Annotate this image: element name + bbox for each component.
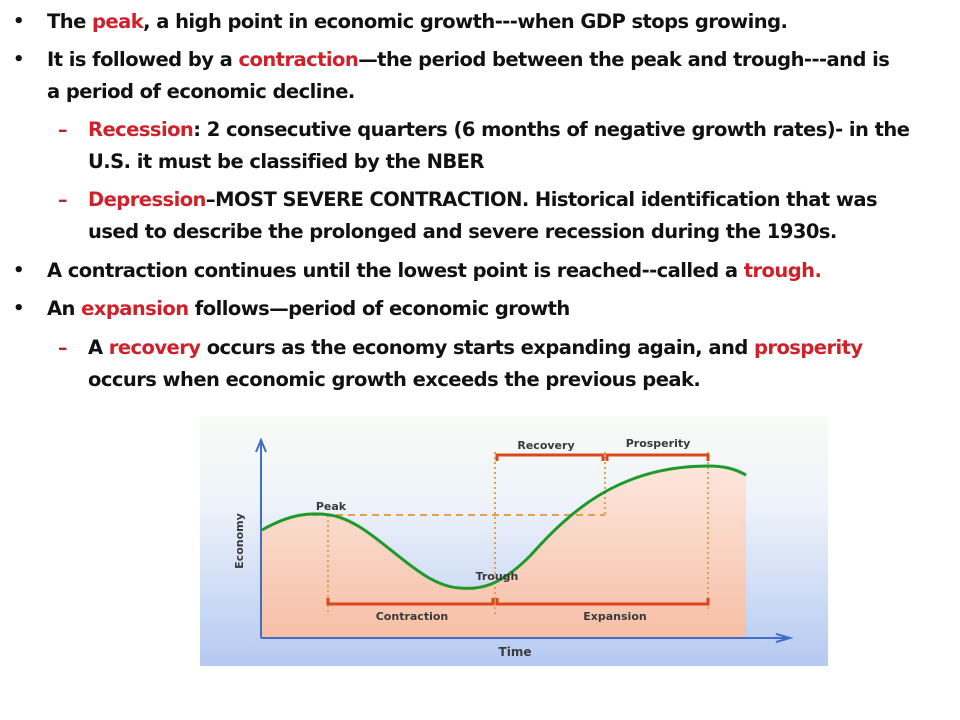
bullet-recession-line-2: U.S. it must be classified by the NBER <box>88 150 484 174</box>
highlighted-term: expansion <box>81 297 189 320</box>
area-under-curve <box>262 466 746 638</box>
text-segment: follows—period of economic growth <box>188 297 570 320</box>
dash-marker: – <box>58 119 68 141</box>
axes <box>255 437 794 643</box>
text-segment: U.S. it must be classified by the NBER <box>88 150 484 173</box>
text-segment: An <box>47 297 82 320</box>
bullet-depression-line-1: Depression–MOST SEVERE CONTRACTION. Hist… <box>88 188 878 212</box>
trough-label: Trough <box>476 570 519 583</box>
expansion-label: Expansion <box>583 610 646 623</box>
text-segment: occurs as the economy starts expanding a… <box>200 336 754 359</box>
bullet-marker: • <box>13 49 25 70</box>
bullet-recovery-line-1: A recovery occurs as the economy starts … <box>88 336 863 360</box>
bullet-contraction-line-2: a period of economic decline. <box>47 80 355 104</box>
text-segment: —the period between the peak and trough-… <box>358 48 890 71</box>
bullet-recession-line-1: Recession: 2 consecutive quarters (6 mon… <box>88 118 910 142</box>
recovery-label: Recovery <box>517 439 574 452</box>
text-segment: , a high point in economic growth---when… <box>143 10 788 33</box>
peak-label: Peak <box>316 500 347 513</box>
economy-curve <box>261 464 747 590</box>
text-segment: a period of economic decline. <box>47 80 355 103</box>
highlighted-term: recovery <box>108 336 201 359</box>
text-segment: A contraction continues until the lowest… <box>47 259 744 282</box>
text-segment: It is followed by a <box>47 48 239 71</box>
bullet-marker: • <box>13 298 25 319</box>
text-segment: used to describe the prolonged and sever… <box>88 220 837 243</box>
bullet-expansion-line-1: An expansion follows—period of economic … <box>47 297 570 321</box>
bullet-recovery-line-2: occurs when economic growth exceeds the … <box>88 368 701 392</box>
business-cycle-diagram: Peak Trough Contraction Expansion Recove… <box>200 416 828 666</box>
highlighted-term: peak <box>92 10 144 33</box>
contraction-label: Contraction <box>376 610 449 623</box>
highlighted-term: trough. <box>743 259 822 282</box>
text-segment: The <box>47 10 92 33</box>
bullet-contraction-line-1: It is followed by a contraction—the peri… <box>47 48 890 72</box>
y-axis-label: Economy <box>233 513 246 569</box>
guide-lines <box>300 452 709 616</box>
text-segment: A <box>88 336 109 359</box>
text-segment: occurs when economic growth exceeds the … <box>88 368 701 391</box>
text-segment: –MOST SEVERE CONTRACTION. Historical ide… <box>205 188 878 211</box>
x-axis-label: Time <box>499 645 532 659</box>
bullet-peak-line-1: The peak, a high point in economic growt… <box>47 10 788 34</box>
highlighted-term: Depression <box>88 188 206 211</box>
dash-marker: – <box>58 337 68 359</box>
highlighted-term: Recession <box>88 118 194 141</box>
bullet-trough-line-1: A contraction continues until the lowest… <box>47 259 822 283</box>
text-segment: : 2 consecutive quarters (6 months of ne… <box>193 118 910 141</box>
phase-brackets <box>326 453 710 606</box>
bullet-depression-line-2: used to describe the prolonged and sever… <box>88 220 837 244</box>
prosperity-label: Prosperity <box>626 437 691 450</box>
dash-marker: – <box>58 189 68 211</box>
bullet-marker: • <box>13 11 25 32</box>
bullet-marker: • <box>13 260 25 281</box>
highlighted-term: prosperity <box>753 336 863 359</box>
highlighted-term: contraction <box>238 48 359 71</box>
